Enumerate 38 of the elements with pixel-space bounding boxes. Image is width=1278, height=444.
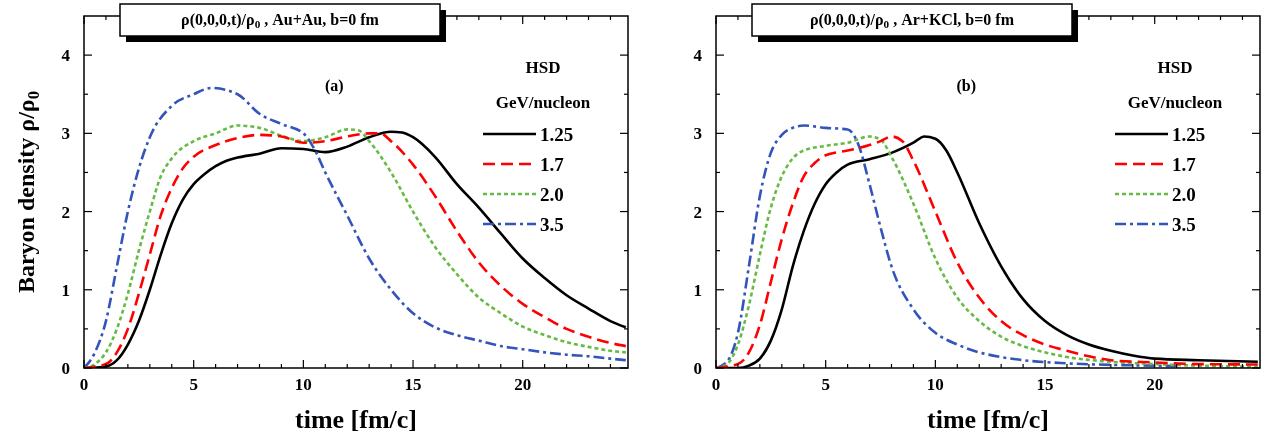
annotation: HSD: [525, 58, 561, 77]
legend-label: 1.25: [1172, 123, 1206, 145]
x-tick-label: 15: [1036, 375, 1054, 394]
y-tick-label: 2: [61, 202, 70, 222]
y-tick-label: 0: [693, 358, 702, 378]
x-tick-label: 20: [1146, 375, 1164, 394]
annotation: HSD: [1157, 58, 1193, 77]
legend-label: 1.25: [540, 123, 574, 145]
chart-title: ρ(0,0,0,t)/ρ$_{0}$ , Ar+KCl, b=0 fm: [809, 11, 1015, 31]
y-tick-label: 4: [693, 46, 703, 66]
y-tick-label: 0: [61, 358, 70, 378]
x-tick-label: 15: [404, 375, 422, 394]
x-axis-title: time [fm/c]: [295, 405, 417, 434]
annotation: (a): [324, 77, 344, 95]
legend-label: 1.7: [1172, 153, 1197, 175]
y-tick-label: 1: [693, 280, 702, 300]
legend-title: GeV/nucleon: [495, 93, 591, 112]
x-axis-title: time [fm/c]: [927, 405, 1049, 434]
annotation: (b): [956, 77, 977, 95]
chart-title: ρ(0,0,0,t)/ρ$_{0}$ , Au+Au, b=0 fm: [181, 11, 380, 31]
y-tick-label: 1: [61, 280, 70, 300]
x-tick-label: 20: [514, 375, 532, 394]
x-tick-label: 10: [926, 375, 944, 394]
y-tick-label: 3: [693, 124, 702, 144]
legend-label: 2.0: [540, 183, 564, 205]
y-tick-label: 4: [61, 46, 71, 66]
legend-label: 3.5: [540, 213, 564, 235]
y-tick-label: 2: [693, 202, 702, 222]
x-tick-label: 5: [189, 375, 198, 394]
legend-label: 1.7: [540, 153, 565, 175]
legend-label: 3.5: [1172, 213, 1196, 235]
legend-title: GeV/nucleon: [1127, 93, 1223, 112]
legend-label: 2.0: [1172, 183, 1196, 205]
x-tick-label: 5: [821, 375, 830, 394]
x-tick-label: 0: [79, 375, 89, 394]
x-tick-label: 0: [711, 375, 721, 394]
y-tick-label: 3: [61, 124, 70, 144]
x-tick-label: 10: [294, 375, 312, 394]
